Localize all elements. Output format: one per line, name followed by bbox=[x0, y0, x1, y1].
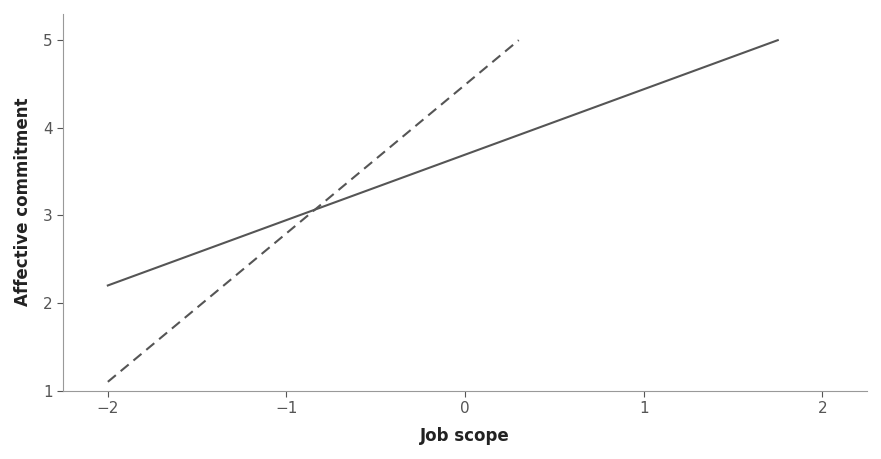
Y-axis label: Affective commitment: Affective commitment bbox=[14, 98, 32, 307]
X-axis label: Job scope: Job scope bbox=[420, 427, 510, 445]
